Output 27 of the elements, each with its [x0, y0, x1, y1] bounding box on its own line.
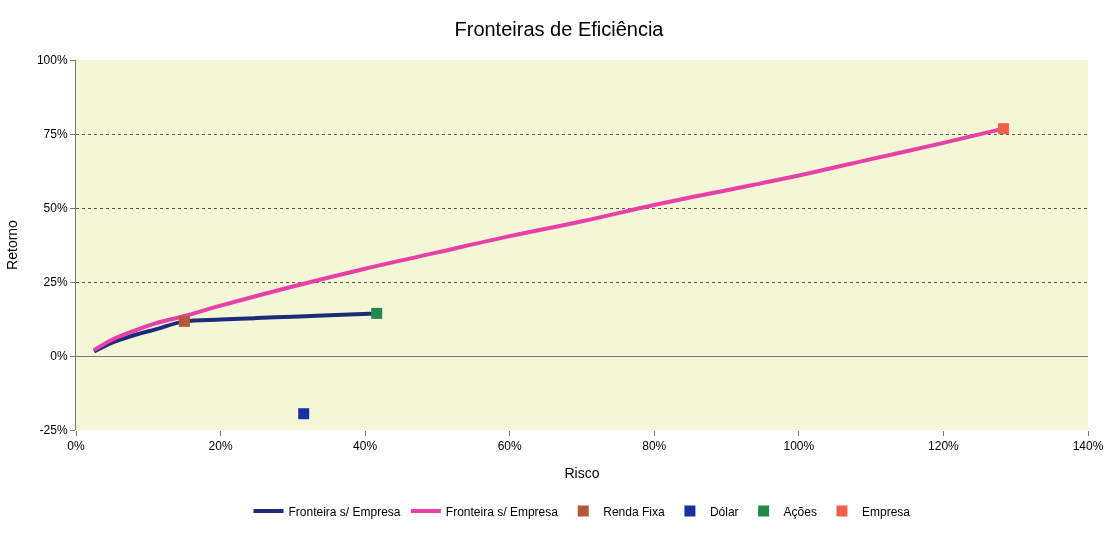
- legend-label: Empresa: [861, 504, 911, 519]
- point: [997, 123, 1009, 135]
- x-tick-label: 40%: [353, 439, 378, 454]
- chart-title: Fronteiras de Eficiência: [454, 17, 665, 40]
- y-tick-label: -25%: [39, 423, 68, 438]
- y-tick-label: 100%: [36, 53, 68, 68]
- legend-label: Renda Fixa: [603, 504, 665, 519]
- x-tick-label: 100%: [783, 439, 815, 454]
- y-tick-label: 75%: [43, 127, 68, 142]
- x-tick-label: 20%: [208, 439, 233, 454]
- legend-label: Fronteira s/ Empresa: [288, 504, 401, 519]
- legend-label: Ações: [783, 504, 817, 519]
- x-tick-label: 60%: [497, 439, 523, 454]
- point: [178, 315, 190, 327]
- y-tick-label: 25%: [43, 275, 68, 290]
- point: [298, 408, 310, 420]
- x-tick-label: 120%: [928, 439, 960, 454]
- legend-label: Dólar: [709, 504, 739, 519]
- x-tick-label: 140%: [1072, 439, 1104, 454]
- y-tick-label: 0%: [50, 349, 68, 364]
- y-tick-label: 50%: [43, 201, 68, 216]
- point: [371, 307, 383, 319]
- y-axis-title: Retorno: [4, 219, 21, 270]
- x-tick-label: 0%: [67, 439, 85, 454]
- x-axis-title: Risco: [564, 464, 600, 481]
- legend-label: Fronteira s/ Empresa: [445, 504, 559, 519]
- x-tick-label: 80%: [642, 439, 667, 454]
